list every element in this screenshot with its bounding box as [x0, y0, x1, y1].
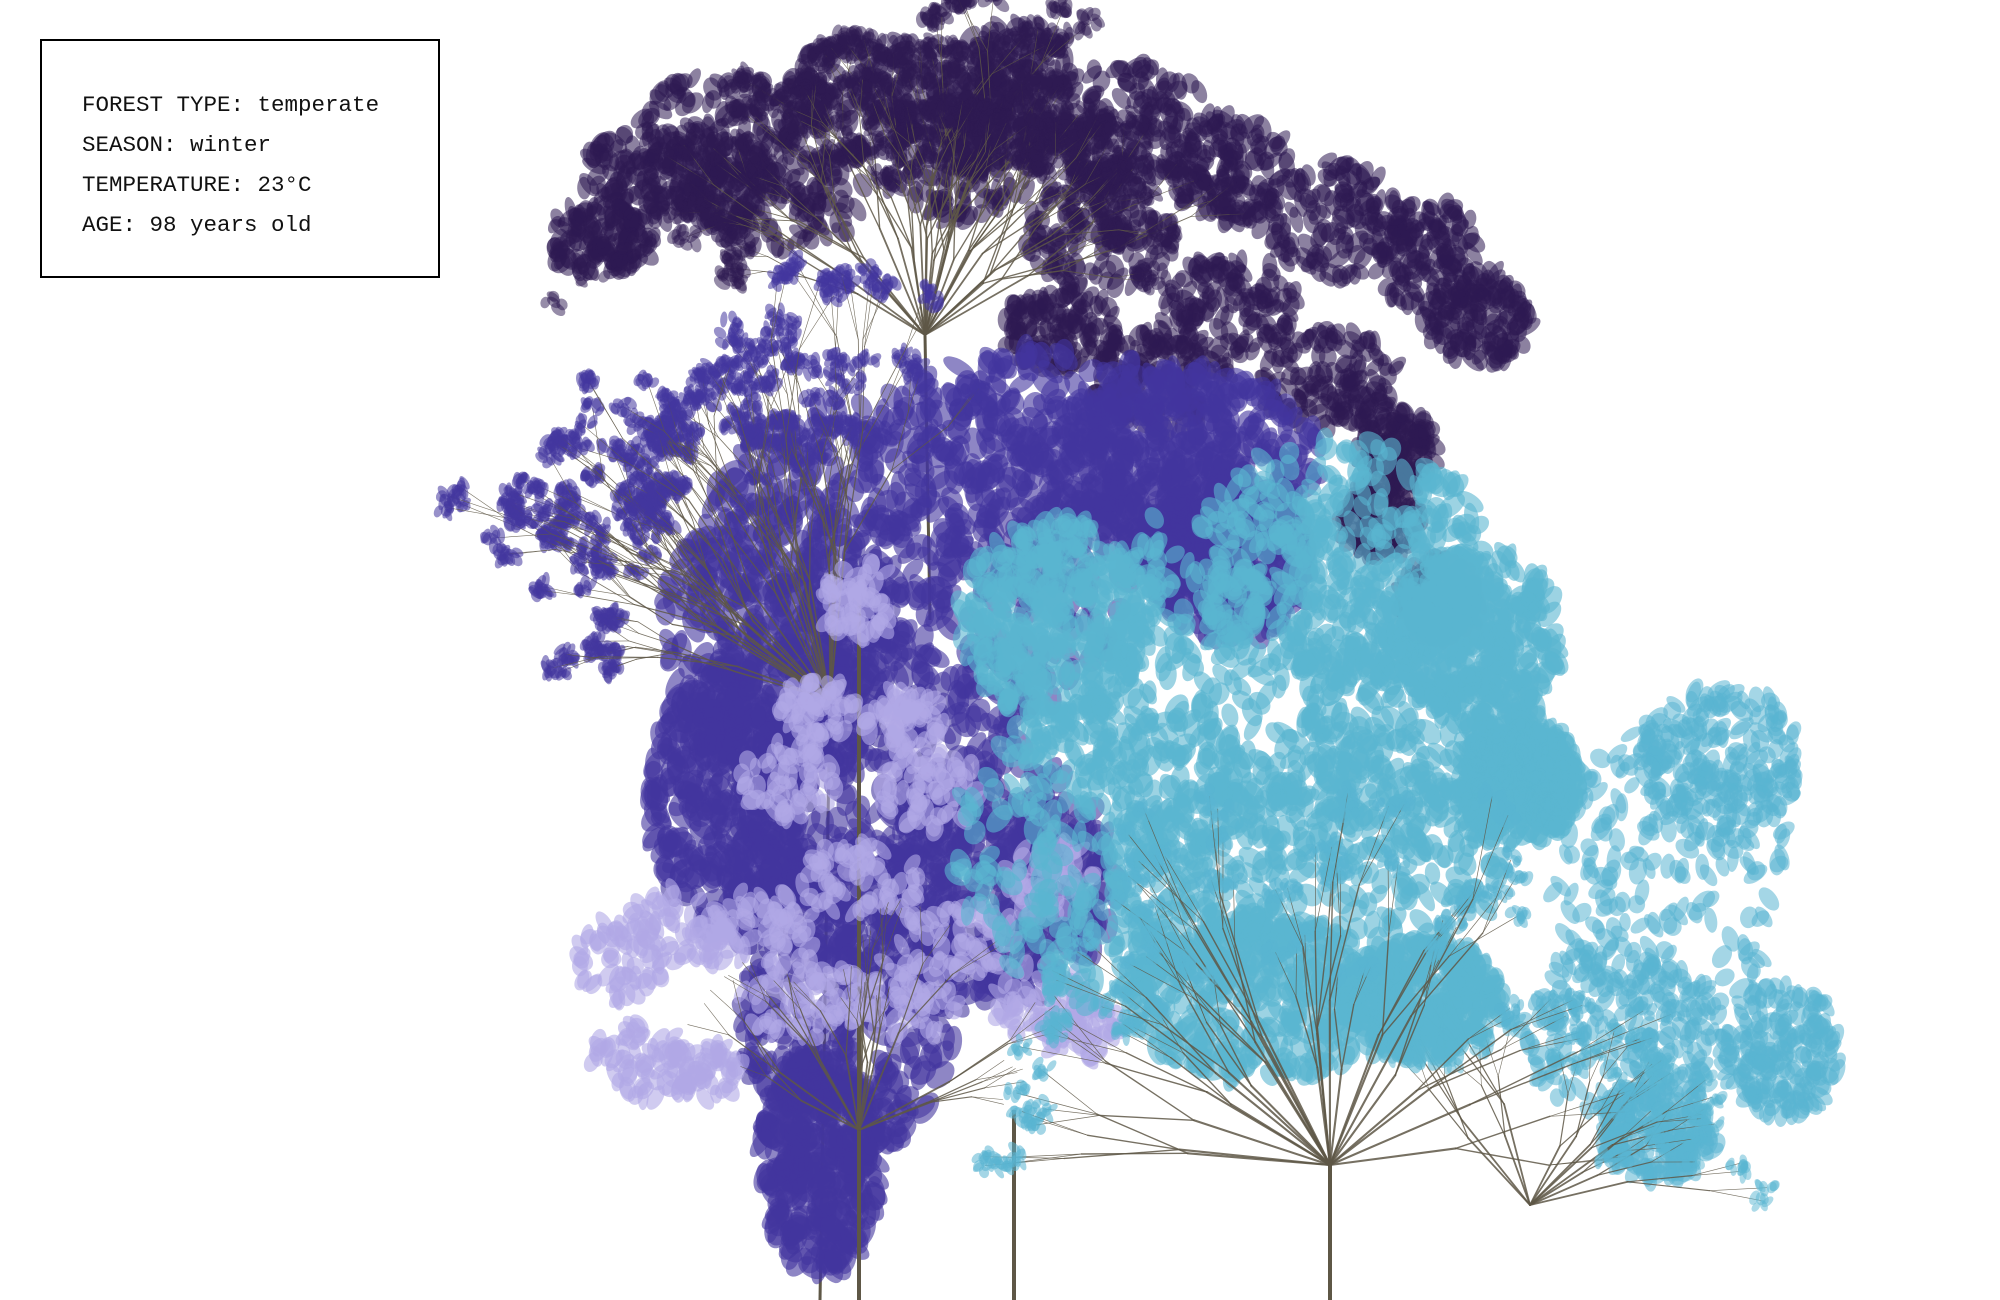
temperature-label: TEMPERATURE:	[82, 172, 245, 198]
temperature-row: TEMPERATURE: 23°C	[82, 165, 438, 205]
tree-cyan-large	[944, 427, 1685, 1300]
forest-type-label: FOREST TYPE:	[82, 92, 245, 118]
season-value: winter	[190, 132, 272, 158]
info-panel: FOREST TYPE: temperate SEASON: winter TE…	[40, 39, 440, 278]
tree-lavender	[569, 553, 1126, 1300]
temperature-value: 23°C	[257, 172, 312, 198]
age-row: AGE: 98 years old	[82, 205, 438, 245]
forest-type-row: FOREST TYPE: temperate	[82, 85, 438, 125]
forest-type-value: temperate	[257, 92, 380, 118]
age-label: AGE:	[82, 212, 137, 238]
season-label: SEASON:	[82, 132, 177, 158]
age-value: 98 years old	[149, 212, 312, 238]
season-row: SEASON: winter	[82, 125, 438, 165]
